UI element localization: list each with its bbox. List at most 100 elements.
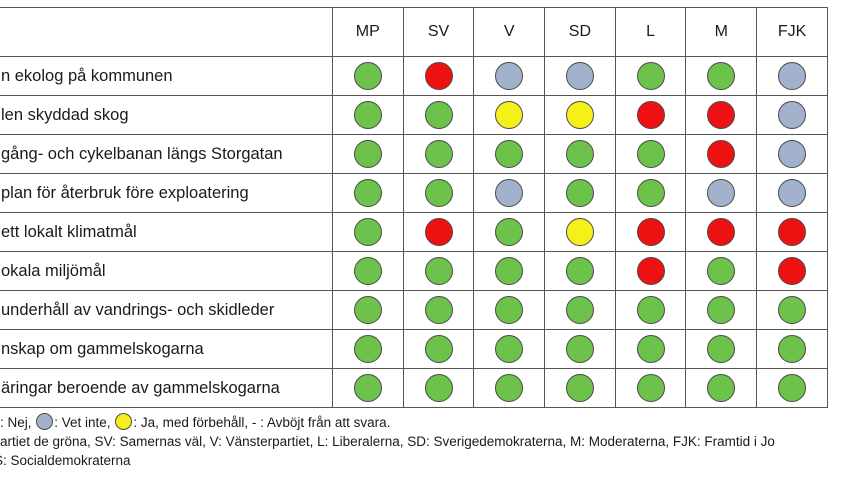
yellow-circle-icon bbox=[115, 413, 133, 430]
green-circle-icon bbox=[707, 335, 736, 363]
question-label: ett lokalt klimatmål bbox=[1, 222, 137, 241]
red-circle-icon bbox=[424, 62, 453, 90]
table-row: okala miljömål bbox=[0, 251, 828, 291]
party-header: V bbox=[473, 7, 546, 57]
gray-circle-icon bbox=[495, 179, 524, 207]
answer-cell bbox=[614, 212, 687, 252]
answer-cell bbox=[685, 251, 758, 291]
party-header: MP bbox=[331, 7, 404, 57]
answer-cell bbox=[402, 368, 475, 408]
gray-circle-icon bbox=[565, 62, 594, 90]
answer-cell bbox=[402, 56, 475, 96]
answer-cell bbox=[544, 95, 616, 135]
table-row: nskap om gammelskogarna bbox=[0, 329, 828, 369]
answer-cell bbox=[473, 56, 546, 96]
answer-cell bbox=[614, 290, 687, 330]
green-circle-icon bbox=[495, 335, 524, 363]
answer-cell bbox=[473, 173, 546, 213]
question-cell: ett lokalt klimatmål bbox=[0, 212, 333, 252]
answer-cell bbox=[402, 212, 475, 252]
green-circle-icon bbox=[495, 296, 524, 324]
red-circle-icon bbox=[707, 101, 736, 129]
question-label: len skyddad skog bbox=[1, 105, 129, 124]
green-circle-icon bbox=[424, 140, 453, 168]
red-circle-icon bbox=[778, 257, 807, 285]
answer-cell bbox=[544, 329, 616, 369]
table-row: underhåll av vandrings- och skidleder bbox=[0, 290, 828, 330]
table-row: gång- och cykelbanan längs Storgatan bbox=[0, 134, 828, 174]
gray-circle-icon bbox=[778, 140, 807, 168]
answer-cell bbox=[473, 212, 546, 252]
green-circle-icon bbox=[353, 374, 382, 402]
answer-cell bbox=[614, 134, 687, 174]
answer-cell bbox=[614, 56, 687, 96]
answer-cell bbox=[614, 368, 687, 408]
green-circle-icon bbox=[495, 218, 524, 246]
answer-cell bbox=[614, 95, 687, 135]
answer-cell bbox=[331, 368, 404, 408]
answer-cell bbox=[331, 251, 404, 291]
answer-cell bbox=[331, 290, 404, 330]
green-circle-icon bbox=[565, 140, 594, 168]
table-row: äringar beroende av gammelskogarna bbox=[0, 368, 828, 408]
gray-circle-icon bbox=[36, 413, 54, 430]
question-label: plan för återbruk före exploatering bbox=[1, 183, 249, 202]
green-circle-icon bbox=[495, 374, 524, 402]
answer-cell bbox=[544, 290, 616, 330]
question-label: okala miljömål bbox=[1, 261, 106, 280]
question-label: nskap om gammelskogarna bbox=[1, 339, 204, 358]
answer-cell bbox=[544, 56, 616, 96]
yellow-circle-icon bbox=[565, 101, 594, 129]
green-circle-icon bbox=[353, 101, 382, 129]
green-circle-icon bbox=[353, 335, 382, 363]
answer-cell bbox=[756, 368, 828, 408]
table-row: n ekolog på kommunen bbox=[0, 56, 828, 96]
green-circle-icon bbox=[565, 179, 594, 207]
green-circle-icon bbox=[424, 335, 453, 363]
answer-cell bbox=[544, 173, 616, 213]
answer-cell bbox=[685, 212, 758, 252]
green-circle-icon bbox=[424, 296, 453, 324]
legend-party-names-cont: S: Socialdemokraterna bbox=[0, 453, 131, 468]
table-row: plan för återbruk före exploatering bbox=[0, 173, 828, 213]
answer-cell bbox=[614, 251, 687, 291]
answer-cell bbox=[331, 212, 404, 252]
legend-text-vet-inte: : Vet inte, bbox=[54, 415, 115, 430]
green-circle-icon bbox=[353, 179, 382, 207]
answer-cell bbox=[756, 212, 828, 252]
answer-cell bbox=[402, 290, 475, 330]
question-cell: äringar beroende av gammelskogarna bbox=[0, 368, 333, 408]
legend-text-nej: : Nej, bbox=[0, 415, 36, 430]
green-circle-icon bbox=[636, 374, 665, 402]
green-circle-icon bbox=[353, 140, 382, 168]
party-answers-table: MP SV V SD L M FJK n ekolog på kommunen l… bbox=[0, 7, 828, 408]
answer-cell bbox=[544, 251, 616, 291]
green-circle-icon bbox=[707, 296, 736, 324]
red-circle-icon bbox=[707, 140, 736, 168]
table-row: len skyddad skog bbox=[0, 95, 828, 135]
red-circle-icon bbox=[636, 101, 665, 129]
question-label: n ekolog på kommunen bbox=[1, 66, 173, 85]
answer-cell bbox=[473, 368, 546, 408]
green-circle-icon bbox=[353, 62, 382, 90]
answer-cell bbox=[473, 134, 546, 174]
question-label: underhåll av vandrings- och skidleder bbox=[1, 300, 275, 319]
answer-cell bbox=[756, 173, 828, 213]
party-header: SD bbox=[544, 7, 616, 57]
answer-cell bbox=[685, 329, 758, 369]
answer-cell bbox=[756, 251, 828, 291]
green-circle-icon bbox=[707, 257, 736, 285]
red-circle-icon bbox=[778, 218, 807, 246]
answer-cell bbox=[544, 368, 616, 408]
answer-cell bbox=[544, 134, 616, 174]
question-cell: underhåll av vandrings- och skidleder bbox=[0, 290, 333, 330]
header-row: MP SV V SD L M FJK bbox=[0, 7, 828, 57]
answer-cell bbox=[614, 329, 687, 369]
green-circle-icon bbox=[353, 257, 382, 285]
gray-circle-icon bbox=[495, 62, 524, 90]
answer-cell bbox=[756, 329, 828, 369]
green-circle-icon bbox=[353, 296, 382, 324]
answer-cell bbox=[614, 173, 687, 213]
answer-cell bbox=[331, 329, 404, 369]
red-circle-icon bbox=[636, 218, 665, 246]
